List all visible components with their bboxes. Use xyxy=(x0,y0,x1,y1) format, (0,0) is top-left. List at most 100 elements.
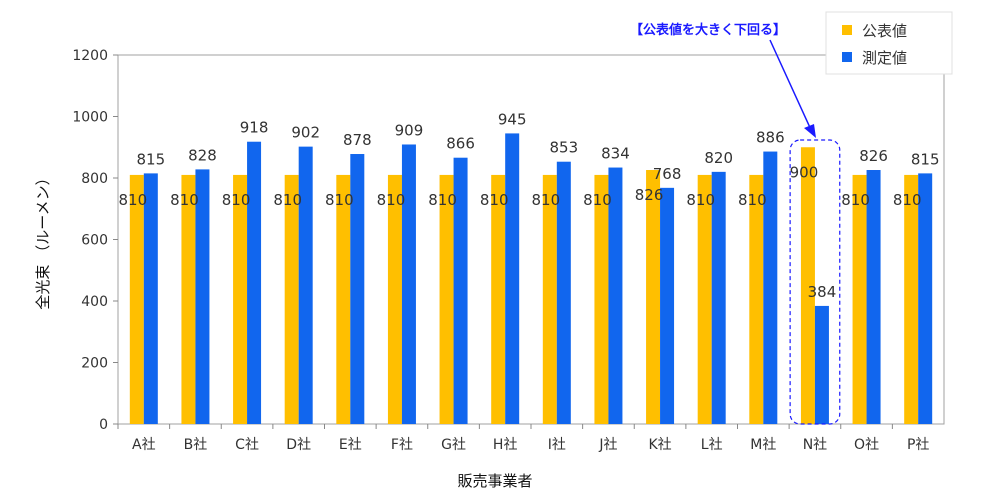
bar-measured xyxy=(918,173,933,424)
bar-official xyxy=(646,170,661,424)
data-label-official: 810 xyxy=(325,191,354,209)
data-label-measured: 820 xyxy=(704,149,733,167)
bar-measured xyxy=(660,187,675,424)
x-axis: A社 B社 C社 D社 E社 F社 G社 H社 I社 J社 K社 L社 M社 N社 O社 P社 xyxy=(117,424,929,453)
data-label-official: 810 xyxy=(480,191,509,209)
bar-official xyxy=(439,174,454,424)
callout-box xyxy=(789,139,841,425)
data-label-official: 810 xyxy=(738,191,767,209)
data-label-measured: 815 xyxy=(911,150,940,168)
data-label-measured: 866 xyxy=(446,135,475,153)
x-tick-label: A社 xyxy=(132,437,156,453)
bar-official xyxy=(749,174,764,424)
x-tick-label: N社 xyxy=(803,437,827,453)
x-axis-title: 販売事業者 xyxy=(457,472,532,490)
x-tick-label: H社 xyxy=(493,437,518,453)
bar-measured xyxy=(143,173,158,424)
bar-measured xyxy=(350,154,365,424)
y-tick-label: 1000 xyxy=(72,110,108,126)
bar-measured xyxy=(453,157,468,424)
data-label-official: 900 xyxy=(790,163,819,181)
data-label-measured: 834 xyxy=(601,145,630,163)
data-label-measured: 853 xyxy=(549,139,578,157)
x-tick-label: E社 xyxy=(339,437,362,453)
data-label-official: 810 xyxy=(273,191,302,209)
x-tick-label: C社 xyxy=(235,437,259,453)
bar-measured xyxy=(505,133,520,424)
bar-official xyxy=(129,174,144,424)
bar-official xyxy=(491,174,506,424)
bar-official xyxy=(800,147,815,424)
bar-measured xyxy=(195,169,210,424)
bar-measured xyxy=(556,161,571,424)
bar-measured xyxy=(401,144,416,425)
bar-measured xyxy=(247,141,262,424)
x-tick-label: G社 xyxy=(441,437,466,453)
y-tick-label: 1200 xyxy=(72,48,108,64)
y-tick-label: 200 xyxy=(81,356,108,372)
y-tick-label: 800 xyxy=(81,171,108,187)
callout-arrow xyxy=(769,39,813,133)
bar-official xyxy=(697,174,712,424)
data-label-official: 810 xyxy=(686,191,715,209)
callout: 【公表値を大きく下回る】 xyxy=(630,22,841,425)
x-tick-label: F社 xyxy=(391,437,413,453)
data-label-measured: 886 xyxy=(756,129,785,147)
y-tick-label: 400 xyxy=(81,294,108,310)
bar-official xyxy=(852,174,867,424)
bar-official xyxy=(284,174,299,424)
x-tick-label: P社 xyxy=(907,437,929,453)
y-axis-title: 全光束 （ルーメン） xyxy=(34,170,52,309)
x-tick-label: I社 xyxy=(548,437,566,453)
x-tick-label: D社 xyxy=(286,437,311,453)
bar-measured xyxy=(608,167,623,425)
data-label-measured: 902 xyxy=(291,124,320,142)
data-label-measured: 945 xyxy=(498,110,527,128)
legend-box xyxy=(825,11,953,75)
data-label-measured: 909 xyxy=(395,121,424,139)
data-label-official: 810 xyxy=(583,191,612,209)
bar-official xyxy=(904,174,919,424)
data-label-measured: 828 xyxy=(188,146,217,164)
legend-swatch-measured xyxy=(842,52,852,62)
x-tick-label: K社 xyxy=(648,437,671,453)
bar-official xyxy=(181,174,196,424)
legend-swatch-official xyxy=(842,25,852,35)
bar-official xyxy=(387,174,402,424)
data-label-official: 810 xyxy=(841,191,870,209)
y-tick-label: 0 xyxy=(99,417,108,433)
bar-official xyxy=(336,174,351,424)
data-label-official: 810 xyxy=(118,191,147,209)
bar-official xyxy=(233,174,248,424)
legend-label-measured: 測定値 xyxy=(862,49,907,67)
data-label-official: 810 xyxy=(222,191,251,209)
data-label-official: 810 xyxy=(170,191,199,209)
callout-text: 【公表値を大きく下回る】 xyxy=(630,22,786,38)
legend-label-official: 公表値 xyxy=(862,22,907,40)
bar-official xyxy=(542,174,557,424)
x-tick-label: O社 xyxy=(854,437,879,453)
bar-measured xyxy=(763,151,778,424)
legend: 公表値 測定値 xyxy=(825,11,953,75)
bar-measured xyxy=(711,171,726,424)
data-label-official: 810 xyxy=(531,191,560,209)
data-label-official: 826 xyxy=(635,186,664,204)
data-label-measured: 878 xyxy=(343,131,372,149)
x-tick-label: M社 xyxy=(750,437,776,453)
callout-arrowhead xyxy=(804,124,816,138)
y-tick-label: 600 xyxy=(81,233,108,249)
data-label-official: 810 xyxy=(428,191,457,209)
y-axis: 0 200 400 600 800 1000 1200 xyxy=(72,48,118,433)
bar-measured xyxy=(866,170,881,424)
bar-official xyxy=(594,174,609,424)
x-tick-label: J社 xyxy=(598,437,617,453)
data-label-measured: 826 xyxy=(859,147,888,165)
x-tick-label: L社 xyxy=(701,437,723,453)
bars xyxy=(129,133,933,425)
data-label-official: 810 xyxy=(893,191,922,209)
data-label-measured: 384 xyxy=(808,283,837,301)
data-label-measured: 815 xyxy=(136,150,165,168)
data-label-measured: 768 xyxy=(653,165,682,183)
data-labels: 810 815 810 828 810 918 810 902 810 878 810 909 810 8… xyxy=(118,110,939,301)
